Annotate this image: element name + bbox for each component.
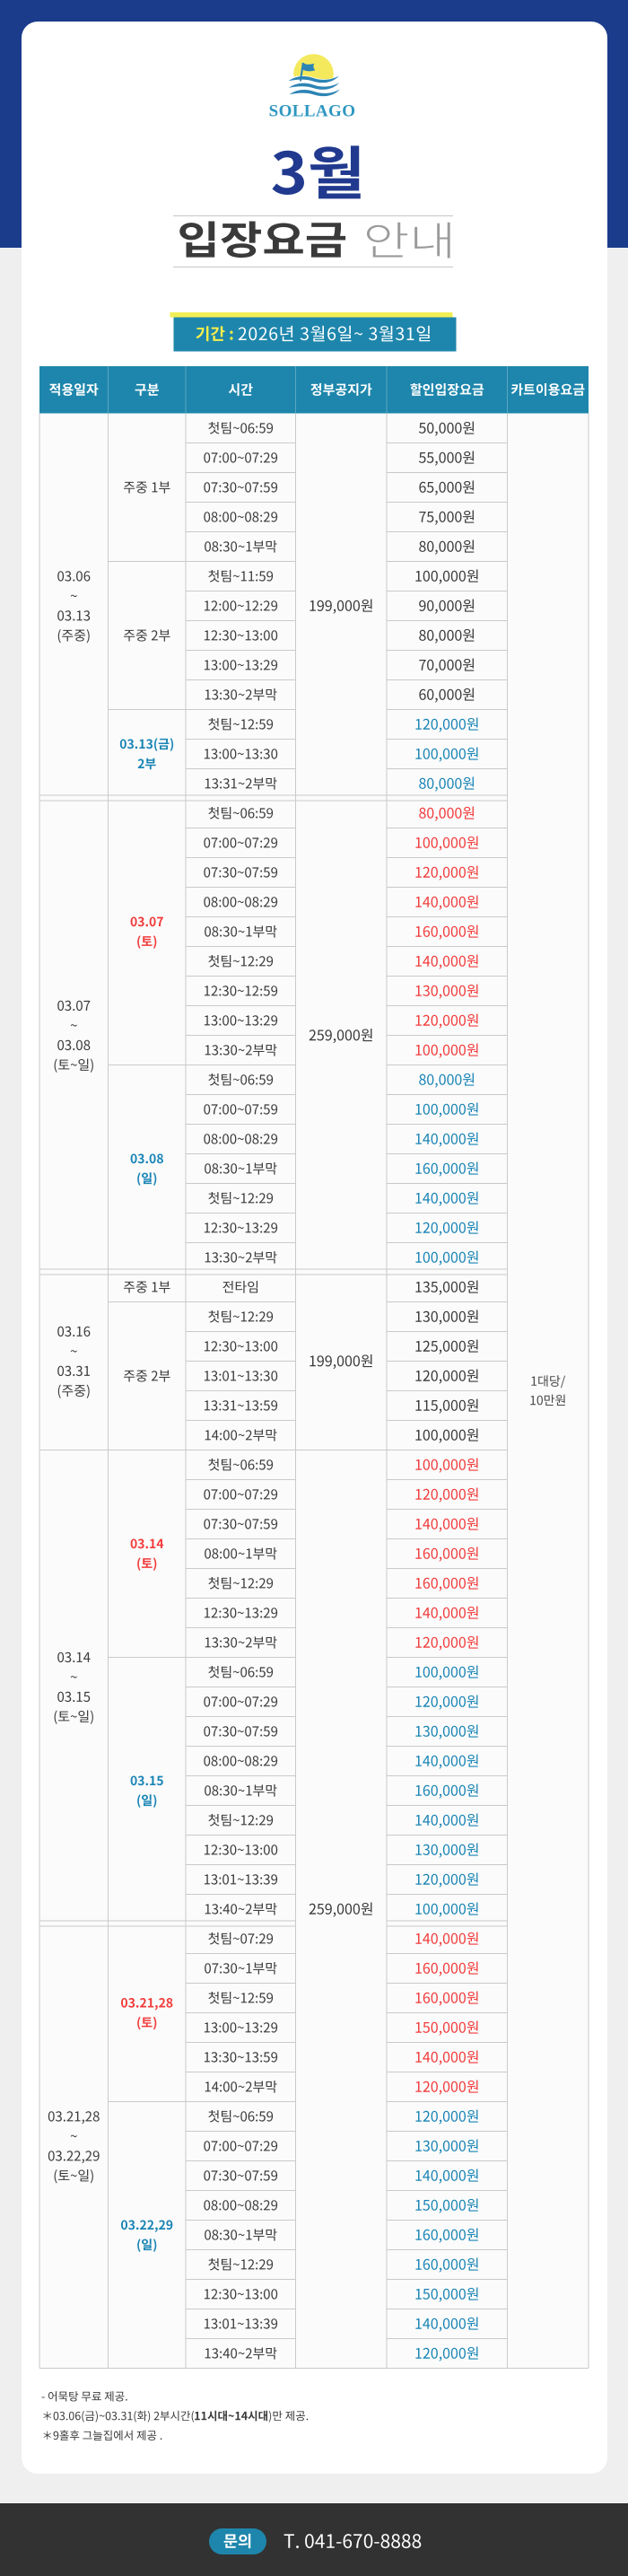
svg-text:SOLLAGO: SOLLAGO xyxy=(269,102,356,121)
